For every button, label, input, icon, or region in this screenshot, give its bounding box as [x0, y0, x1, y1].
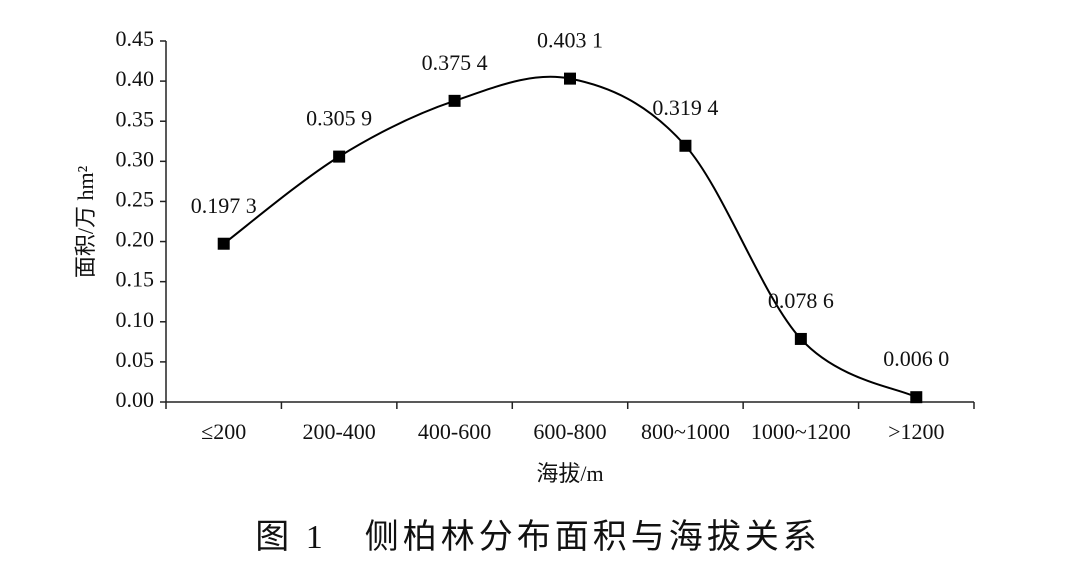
marker	[333, 150, 346, 163]
marker	[679, 139, 692, 152]
y-tick-label: 0.45	[116, 26, 155, 51]
x-tick-label: 800~1000	[641, 419, 730, 444]
value-label: 0.403 1	[537, 28, 603, 53]
value-label: 0.375 4	[422, 50, 488, 75]
marker	[217, 237, 230, 250]
x-tick-label: 600-800	[533, 419, 606, 444]
x-tick-label: ≤200	[201, 419, 246, 444]
y-tick-label: 0.30	[116, 146, 155, 171]
y-tick-label: 0.10	[116, 307, 155, 332]
y-tick-label: 0.00	[116, 387, 155, 412]
value-label: 0.078 6	[768, 288, 834, 313]
value-label: 0.006 0	[883, 346, 949, 371]
y-tick-label: 0.40	[116, 66, 155, 91]
value-label: 0.305 9	[306, 106, 372, 131]
y-tick-label: 0.25	[116, 186, 155, 211]
y-axis-label: 面积/万 hm²	[73, 165, 98, 278]
y-tick-label: 0.15	[116, 267, 155, 292]
x-axis-label: 海拔/m	[536, 461, 603, 486]
y-tick-label: 0.05	[116, 347, 155, 372]
marker	[564, 72, 576, 85]
x-tick-label: >1200	[888, 419, 944, 444]
x-tick-label: 1000~1200	[751, 419, 851, 444]
value-label: 0.319 4	[652, 95, 718, 120]
x-tick-label: 200-400	[302, 419, 375, 444]
caption: 图 1 侧柏林分布面积与海拔关系	[255, 518, 821, 556]
x-tick-label: 400-600	[418, 419, 491, 444]
y-tick-label: 0.35	[116, 106, 155, 131]
value-label: 0.197 3	[191, 193, 257, 218]
marker	[794, 332, 807, 345]
marker	[448, 94, 461, 107]
marker	[910, 391, 923, 404]
y-tick-label: 0.20	[116, 227, 155, 252]
